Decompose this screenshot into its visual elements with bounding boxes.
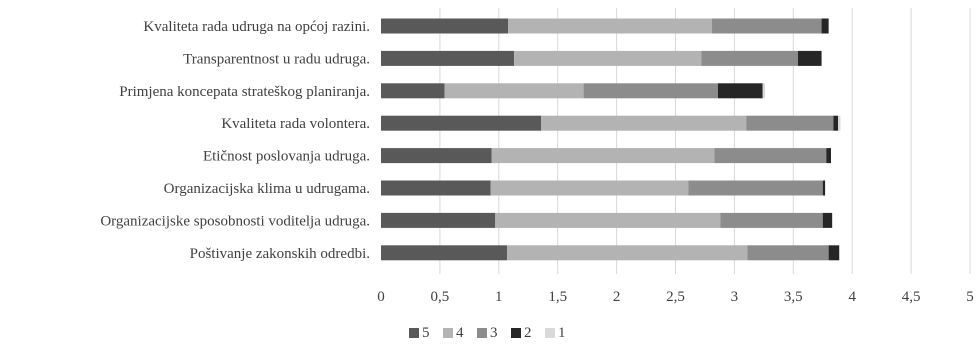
x-tick-label: 2 <box>613 289 621 305</box>
legend-label: 5 <box>422 325 430 341</box>
bar-segment-1 <box>762 83 766 99</box>
bar-segment-5 <box>381 50 515 66</box>
bar-segment-5 <box>381 148 492 164</box>
legend-label: 4 <box>456 325 464 341</box>
x-tick-label: 1,5 <box>548 289 567 305</box>
bar-segment-4 <box>514 50 702 66</box>
bar-segment-5 <box>381 83 445 99</box>
bar-segment-2 <box>821 18 829 34</box>
bar-segment-4 <box>444 83 584 99</box>
legend-swatch-1 <box>545 328 555 338</box>
bar-segment-5 <box>381 212 496 228</box>
bar-segment-5 <box>381 180 491 196</box>
x-tick-label: 4 <box>848 289 856 305</box>
legend-label: 2 <box>524 325 532 341</box>
bar-segment-2 <box>717 83 763 99</box>
category-label: Etičnost poslovanja udruga. <box>203 149 370 165</box>
bar-segment-3 <box>720 212 823 228</box>
bar-segment-3 <box>746 115 834 131</box>
legend-label: 1 <box>558 325 566 341</box>
bar-segment-2 <box>822 180 826 196</box>
category-label: Poštivanje zakonskih odredbi. <box>190 246 370 262</box>
gridlines <box>439 8 971 274</box>
bar-segment-2 <box>826 148 831 164</box>
x-tick-label: 3,5 <box>784 289 803 305</box>
bar-segment-5 <box>381 18 509 34</box>
bar-segment-4 <box>495 212 721 228</box>
bar-segment-4 <box>541 115 747 131</box>
bars <box>381 18 841 261</box>
x-tick-label: 3 <box>731 289 739 305</box>
bar-segment-3 <box>701 50 799 66</box>
x-tick-label: 2,5 <box>666 289 685 305</box>
category-label: Transparentnost u radu udruga. <box>183 51 370 67</box>
category-label: Primjena koncepata strateškog planiranja… <box>119 84 370 100</box>
legend-swatch-3 <box>477 328 487 338</box>
bar-segment-2 <box>833 115 839 131</box>
legend: 5 4 3 2 1 <box>409 325 566 341</box>
bar-segment-3 <box>712 18 822 34</box>
x-axis-tick-labels: 0 0,5 1 1,5 2 2,5 3 3,5 4 4,5 5 <box>377 289 974 305</box>
category-label: Organizacijska klima u udrugama. <box>164 181 370 197</box>
legend-label: 3 <box>490 325 498 341</box>
bar-segment-3 <box>688 180 823 196</box>
bar-segment-4 <box>491 148 715 164</box>
bar-segment-3 <box>583 83 718 99</box>
bar-segment-2 <box>828 245 840 261</box>
legend-swatch-4 <box>443 328 453 338</box>
bar-segment-2 <box>822 212 833 228</box>
x-tick-label: 0,5 <box>431 289 450 305</box>
bar-segment-4 <box>508 18 713 34</box>
bar-segment-5 <box>381 245 508 261</box>
bar-segment-3 <box>747 245 829 261</box>
category-labels: Kvaliteta rada udruga na općoj razini. Tr… <box>100 19 370 262</box>
bar-segment-3 <box>714 148 827 164</box>
category-label: Kvaliteta rada udruga na općoj razini. <box>143 19 370 35</box>
bar-segment-1 <box>838 115 841 131</box>
x-tick-label: 1 <box>495 289 503 305</box>
category-label: Organizacijske sposobnosti voditelja udr… <box>100 213 370 229</box>
legend-swatch-5 <box>409 328 419 338</box>
legend-swatch-2 <box>511 328 521 338</box>
bar-segment-5 <box>381 115 542 131</box>
x-tick-label: 4,5 <box>902 289 921 305</box>
x-tick-label: 5 <box>966 289 974 305</box>
bar-segment-4 <box>507 245 748 261</box>
category-label: Kvaliteta rada volontera. <box>221 116 370 132</box>
x-tick-label: 0 <box>377 289 385 305</box>
bar-segment-2 <box>798 50 822 66</box>
bar-segment-4 <box>490 180 689 196</box>
